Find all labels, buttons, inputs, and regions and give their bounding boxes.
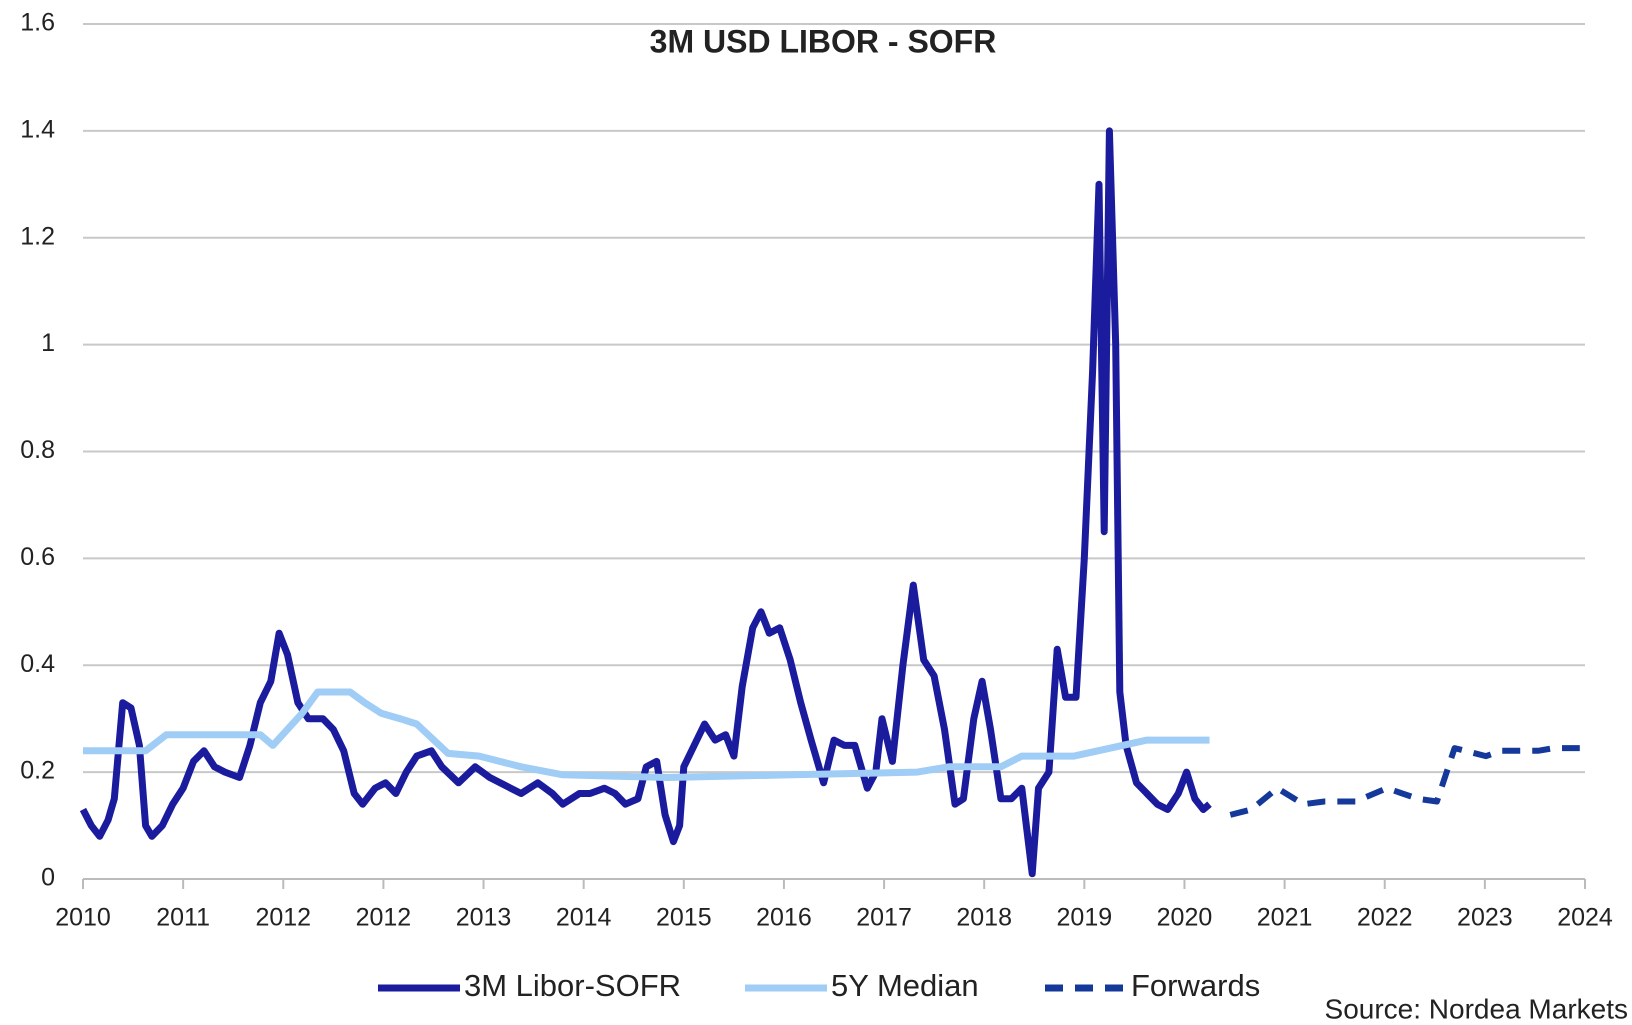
line-series: [1229, 745, 1580, 818]
y-tick-label: 0.8: [20, 436, 55, 464]
x-tick-label: 2012: [356, 904, 412, 932]
x-tick-label: 2013: [456, 904, 512, 932]
y-tick-label: 1.2: [20, 222, 55, 250]
x-tick-label: 2011: [156, 904, 210, 932]
x-tick-label: 2021: [1257, 904, 1313, 932]
x-tick-label: 2020: [1157, 904, 1213, 932]
line-series: [83, 688, 1210, 781]
x-tick-label: 2018: [956, 904, 1012, 932]
chart-title: 3M USD LIBOR - SOFR: [650, 23, 997, 59]
x-tick-label: 2010: [55, 904, 111, 932]
x-tick-label: 2024: [1557, 904, 1613, 932]
legend-label: 5Y Median: [831, 968, 979, 1003]
y-tick-label: 1.6: [20, 9, 55, 37]
x-tick-label: 2014: [556, 904, 612, 932]
x-tick-label: 2016: [756, 904, 812, 932]
y-tick-label: 0.2: [20, 757, 55, 785]
y-tick-label: 1: [41, 329, 55, 357]
y-tick-label: 0: [41, 864, 55, 892]
legend-label: 3M Libor-SOFR: [464, 968, 681, 1003]
legend-label: Forwards: [1131, 968, 1260, 1003]
line-series: [79, 127, 1212, 878]
y-tick-label: 0.6: [20, 543, 55, 571]
y-tick-label: 1.4: [20, 115, 55, 143]
x-tick-label: 2023: [1457, 904, 1513, 932]
y-tick-label: 0.4: [20, 650, 55, 678]
x-tick-label: 2012: [255, 904, 311, 932]
x-tick-label: 2017: [856, 904, 912, 932]
source-note: Source: Nordea Markets: [1325, 993, 1628, 1024]
x-tick-label: 2022: [1357, 904, 1413, 932]
x-tick-label: 2015: [656, 904, 712, 932]
x-tick-label: 2019: [1057, 904, 1113, 932]
